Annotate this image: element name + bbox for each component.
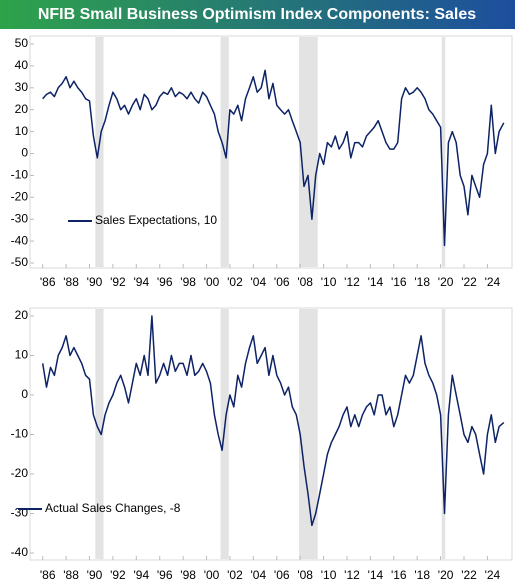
x-tick-label: '02	[227, 568, 243, 582]
recession-shade	[95, 37, 104, 267]
x-tick-label: '98	[180, 568, 196, 582]
x-tick-label: '16	[391, 568, 407, 582]
x-tick-label: '22	[461, 275, 477, 289]
x-tick-label: '86	[40, 568, 56, 582]
x-tick-label: '00	[204, 275, 220, 289]
x-tick-label: '04	[251, 568, 267, 582]
x-tick-label: '14	[368, 275, 384, 289]
recession-shade	[441, 309, 446, 559]
x-tick-label: '90	[87, 568, 103, 582]
x-tick-label: '94	[133, 568, 149, 582]
y-tick-label: 30	[15, 80, 29, 94]
x-tick-label: '86	[40, 275, 56, 289]
title-bar	[0, 0, 515, 29]
y-tick-label: 20	[15, 102, 29, 116]
x-tick-label: '08	[297, 568, 313, 582]
x-tick-label: '18	[414, 568, 430, 582]
x-tick-label: '96	[157, 275, 173, 289]
data-line	[41, 315, 505, 527]
y-tick-label: -10	[11, 427, 29, 441]
y-tick-label: 0	[21, 146, 28, 160]
x-tick-label: '10	[321, 275, 337, 289]
y-tick-label: 40	[15, 58, 29, 72]
y-tick-label: 20	[15, 308, 29, 322]
y-tick-label: 10	[15, 124, 29, 138]
y-tick-label: -40	[11, 545, 29, 559]
x-tick-label: '18	[414, 275, 430, 289]
x-tick-label: '88	[63, 275, 79, 289]
x-tick-label: '16	[391, 275, 407, 289]
x-tick-label: '06	[274, 275, 290, 289]
x-tick-label: '12	[344, 275, 360, 289]
x-tick-label: '14	[368, 568, 384, 582]
x-tick-label: '08	[297, 275, 313, 289]
y-tick-label: -30	[11, 506, 29, 520]
y-tick-label: -10	[11, 168, 29, 182]
x-tick-label: '20	[438, 568, 454, 582]
x-tick-label: '92	[110, 275, 126, 289]
x-tick-label: '88	[63, 568, 79, 582]
x-tick-label: '00	[204, 568, 220, 582]
x-tick-label: '94	[133, 275, 149, 289]
recession-shade	[298, 309, 318, 559]
x-tick-label: '22	[461, 568, 477, 582]
y-tick-label: 50	[15, 36, 29, 50]
y-tick-label: -40	[11, 233, 29, 247]
y-tick-label: 10	[15, 348, 29, 362]
x-tick-label: '04	[251, 275, 267, 289]
x-tick-label: '90	[87, 275, 103, 289]
x-tick-label: '06	[274, 568, 290, 582]
recession-shade	[298, 37, 318, 267]
x-tick-label: '96	[157, 568, 173, 582]
x-tick-label: '20	[438, 275, 454, 289]
x-tick-label: '12	[344, 568, 360, 582]
x-tick-label: '92	[110, 568, 126, 582]
chart-title: NFIB Small Business Optimism Index Compo…	[38, 6, 476, 23]
recession-shade	[441, 37, 446, 267]
x-tick-label: '98	[180, 275, 196, 289]
x-tick-label: '24	[485, 275, 501, 289]
y-tick-label: -20	[11, 189, 29, 203]
legend-label: Actual Sales Changes, -8	[45, 501, 181, 515]
legend-label: Sales Expectations, 10	[95, 213, 217, 227]
y-tick-label: -50	[11, 255, 29, 269]
x-tick-label: '02	[227, 275, 243, 289]
recession-shade	[95, 309, 104, 559]
data-line	[42, 69, 505, 247]
x-tick-label: '10	[321, 568, 337, 582]
plot-frame	[29, 35, 513, 269]
x-tick-label: '24	[485, 568, 501, 582]
y-tick-label: 0	[21, 387, 28, 401]
y-tick-label: -30	[11, 211, 29, 225]
y-tick-label: -20	[11, 466, 29, 480]
